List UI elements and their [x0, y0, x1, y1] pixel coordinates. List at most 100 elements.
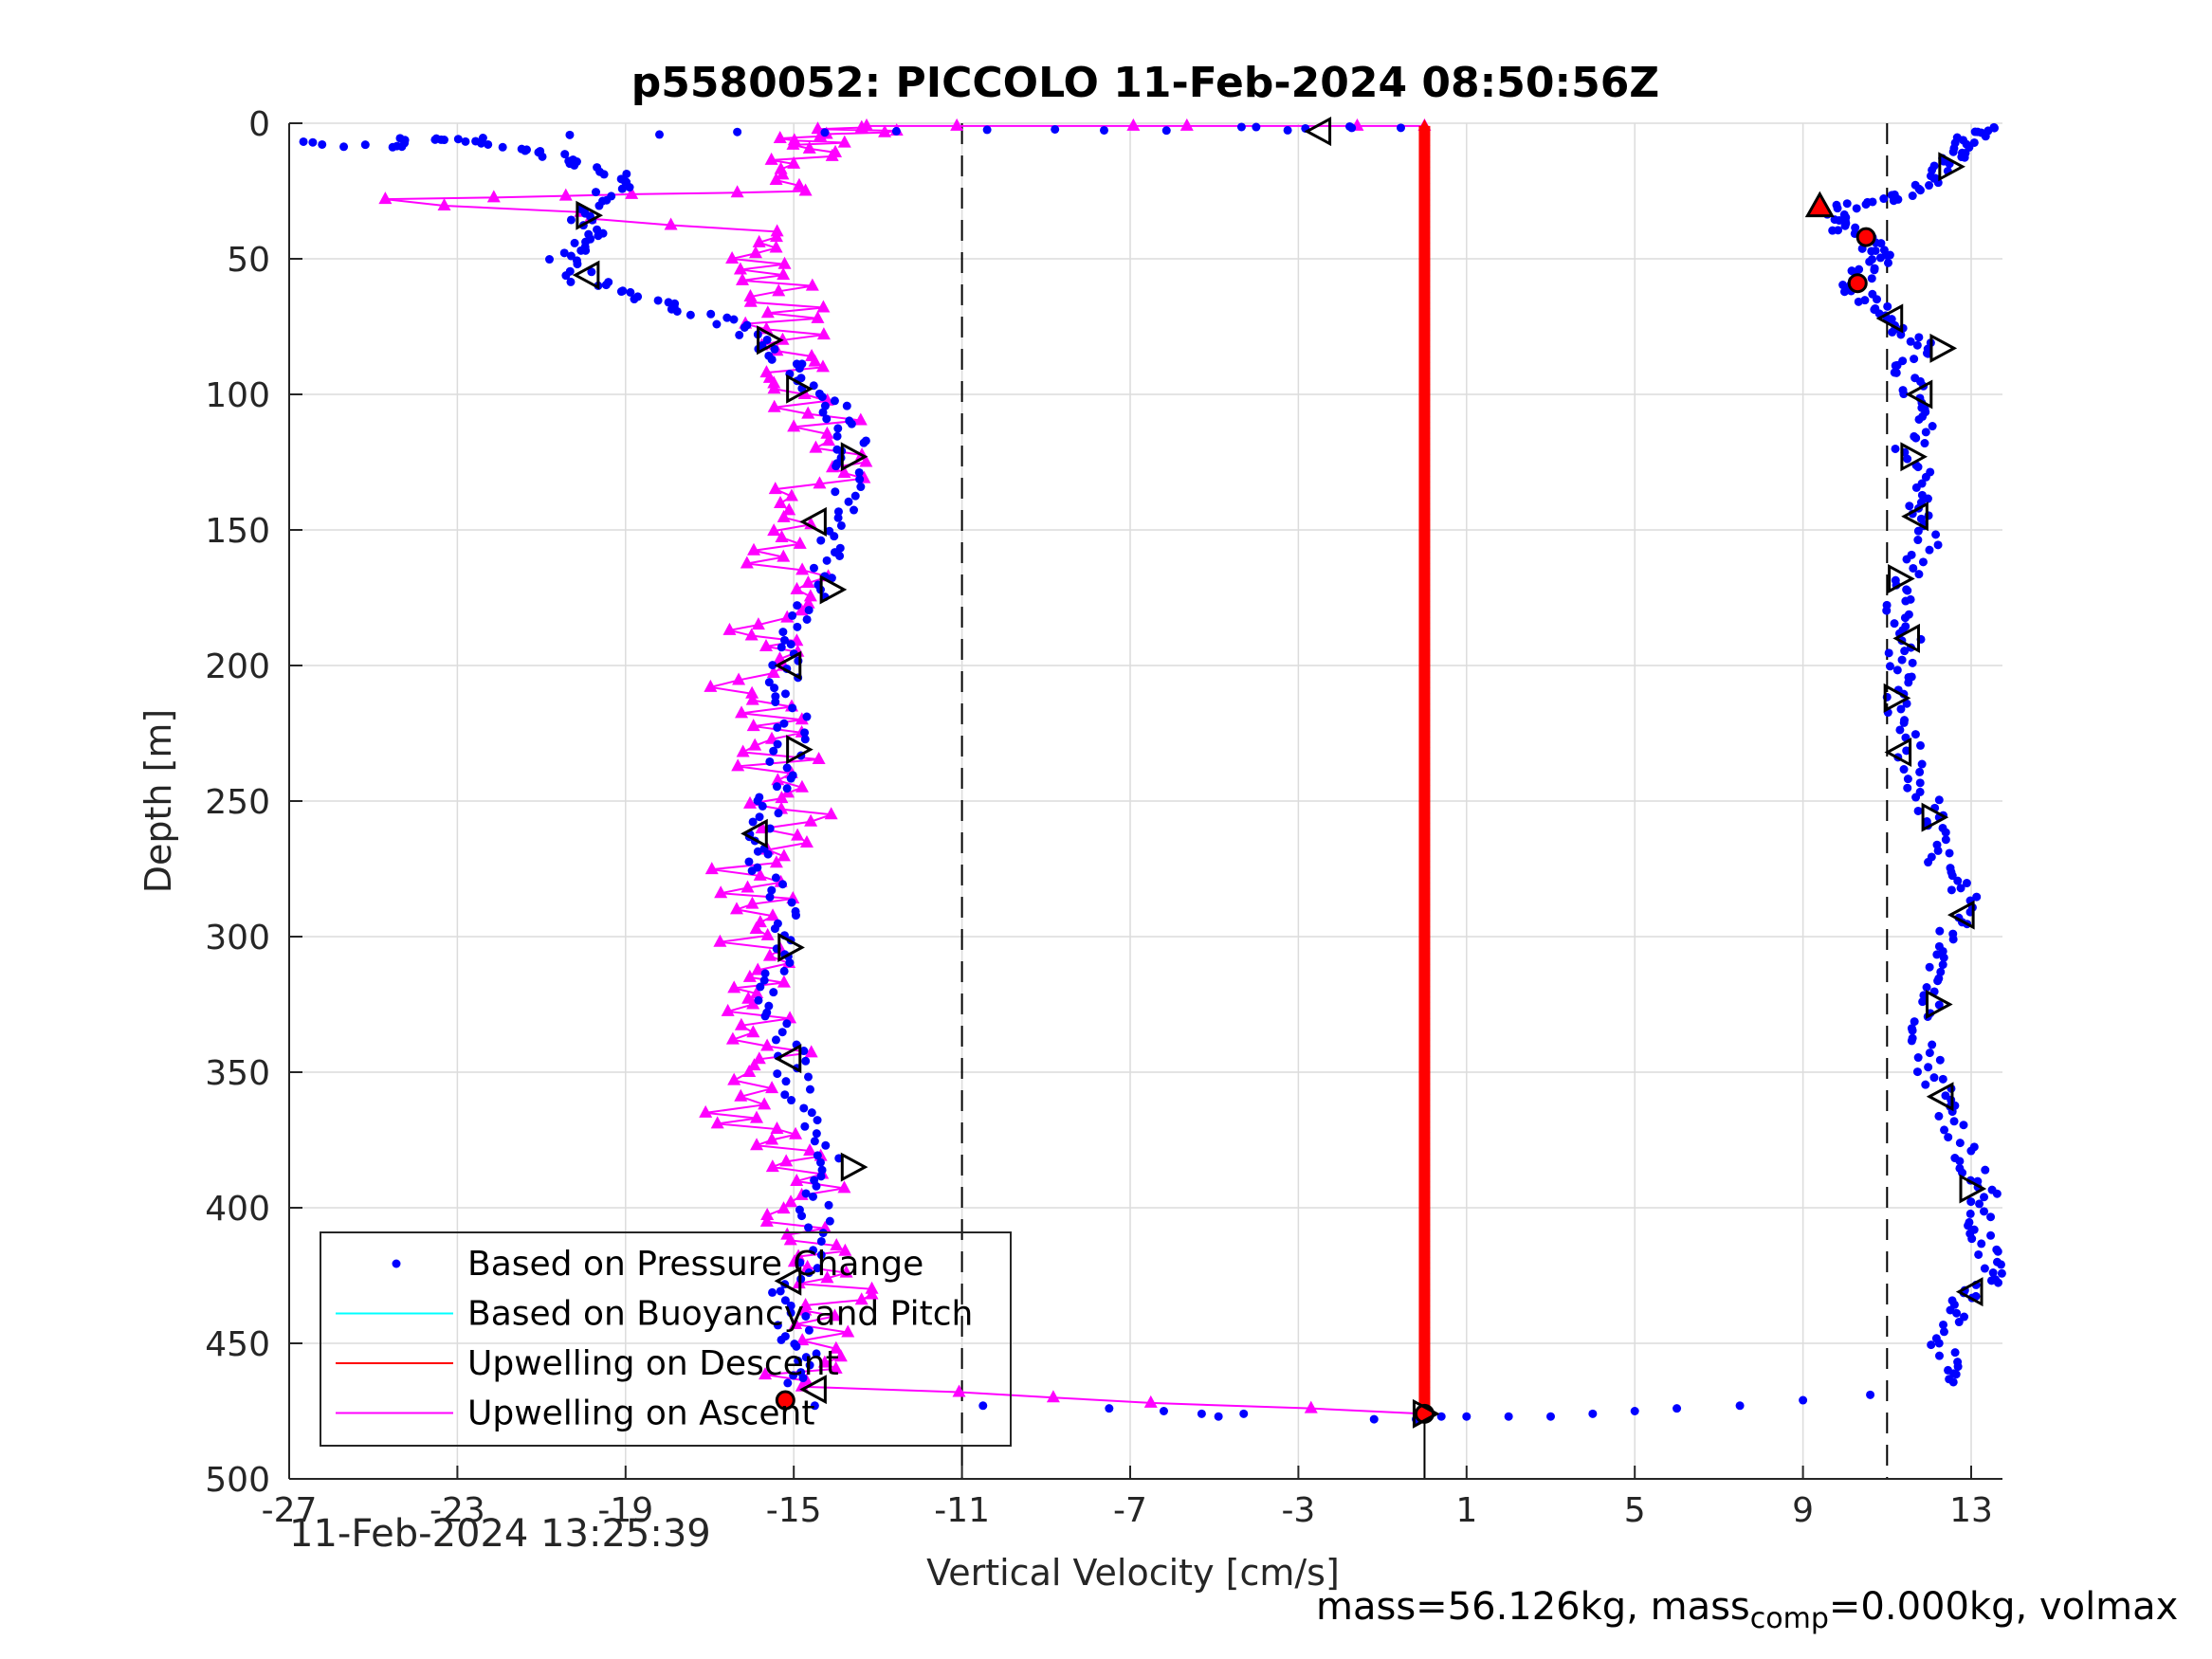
upwelling-descent-point — [1418, 1041, 1431, 1052]
upwelling-descent-point — [1418, 1013, 1431, 1025]
pressure-change-point — [686, 310, 695, 319]
direction-marker — [1905, 379, 1933, 410]
upwelling-ascent-point — [817, 1355, 832, 1368]
pressure-change-point — [816, 1250, 826, 1260]
upwelling-ascent-point — [767, 399, 781, 412]
upwelling-descent-point — [1418, 629, 1431, 640]
upwelling-ascent-point — [759, 1213, 774, 1227]
upwelling-ascent-point — [750, 986, 764, 999]
pressure-change-point — [773, 1321, 782, 1330]
pressure-change-point — [754, 995, 763, 1005]
upwelling-ascent-point — [753, 867, 767, 881]
direction-marker — [1959, 1174, 1987, 1204]
pressure-change-point — [800, 1121, 810, 1131]
pressure-change-point — [360, 140, 370, 150]
upwelling-ascent-point — [732, 672, 746, 685]
pressure-change-point — [780, 1296, 790, 1305]
pressure-change-point — [1916, 740, 1926, 750]
pressure-change-point — [820, 401, 830, 410]
upwelling-ascent-point — [1304, 1400, 1318, 1413]
direction-marker — [1921, 802, 1949, 832]
pressure-change-point — [1947, 871, 1957, 881]
upwelling-descent-point — [1418, 872, 1431, 884]
upwelling-ascent-point — [750, 1110, 764, 1123]
upwelling-descent-point — [1418, 465, 1431, 477]
upwelling-descent-point — [1418, 1225, 1431, 1236]
pressure-change-point — [1879, 194, 1889, 204]
pressure-change-point — [664, 298, 673, 307]
pressure-change-point — [1902, 555, 1911, 564]
y-tick-label: 50 — [227, 241, 270, 280]
upwelling-ascent-point — [792, 1249, 806, 1262]
pressure-change-point — [804, 1223, 814, 1232]
pressure-change-point — [1934, 1339, 1944, 1348]
pressure-change-point — [1673, 1404, 1682, 1413]
upwelling-ascent-point — [777, 509, 791, 522]
upwelling-descent-point — [1418, 553, 1431, 564]
pressure-change-point — [722, 313, 732, 322]
upwelling-descent-point — [1418, 1366, 1431, 1377]
upwelling-ascent-point — [787, 133, 801, 146]
upwelling-descent-point — [1418, 824, 1431, 835]
upwelling-descent-point — [1418, 1025, 1431, 1036]
upwelling-ascent-point — [815, 359, 830, 373]
upwelling-ascent-point — [752, 234, 766, 247]
pressure-change-point — [780, 1332, 790, 1341]
pressure-change-point — [1504, 1412, 1513, 1421]
upwelling-descent-point — [1418, 672, 1431, 684]
upwelling-ascent-point — [809, 440, 823, 453]
upwelling-descent-point — [1418, 379, 1431, 391]
pressure-change-point — [1903, 454, 1912, 464]
upwelling-ascent-point — [735, 272, 749, 285]
pressure-change-point — [800, 735, 810, 744]
upwelling-descent-point — [1418, 1306, 1431, 1318]
upwelling-descent-point — [1418, 830, 1431, 841]
upwelling-ascent-point — [748, 738, 762, 751]
upwelling-descent-point — [1418, 1046, 1431, 1057]
pressure-change-point — [791, 906, 800, 916]
upwelling-descent-point — [1418, 1279, 1431, 1290]
pressure-change-point — [1923, 494, 1932, 503]
upwelling-descent-point — [1418, 1241, 1431, 1252]
upwelling-ascent-point — [791, 828, 805, 841]
upwelling-descent-point — [1418, 1334, 1431, 1345]
pressure-change-point — [1252, 122, 1261, 132]
pressure-change-point — [786, 640, 795, 649]
upwelling-descent-point — [1418, 401, 1431, 412]
upwelling-descent-point — [1418, 222, 1431, 233]
pressure-change-point — [1436, 1412, 1446, 1421]
upwelling-ascent-point — [798, 1297, 813, 1310]
pressure-change-point — [1913, 536, 1923, 545]
pressure-change-point — [810, 1137, 819, 1146]
x-tick-label: -27 — [262, 1491, 318, 1530]
upwelling-descent-point — [1418, 1187, 1431, 1198]
upwelling-descent-point — [1418, 1117, 1431, 1128]
upwelling-ascent-point — [727, 1072, 741, 1085]
pressure-change-point — [544, 255, 554, 264]
pressure-change-point — [1870, 265, 1879, 275]
pressure-change-point — [1912, 340, 1922, 350]
upwelling-descent-point — [1418, 916, 1431, 927]
upwelling-ascent-point — [804, 813, 818, 827]
legend-box — [320, 1231, 1012, 1447]
pressure-change-point — [765, 892, 775, 902]
highlight-marker — [1804, 191, 1835, 218]
marker-layer — [572, 117, 1987, 1429]
upwelling-descent-point — [1418, 130, 1431, 141]
footer-mass-suffix: =0.000kg, volmax — [1828, 1585, 2179, 1629]
pressure-change-point — [856, 483, 866, 492]
upwelling-descent-point — [1418, 623, 1431, 634]
upwelling-ascent-point — [725, 1031, 740, 1045]
upwelling-ascent-point — [816, 300, 831, 313]
pressure-change-point — [439, 136, 448, 145]
pressure-change-point — [1993, 1278, 2002, 1287]
upwelling-ascent-point — [793, 536, 807, 549]
upwelling-descent-point — [1418, 802, 1431, 813]
pressure-change-point — [801, 1311, 811, 1321]
upwelling-ascent-point — [486, 190, 501, 203]
upwelling-ascent-point — [865, 1281, 879, 1294]
pressure-change-point — [1903, 586, 1912, 595]
reference-lines — [960, 123, 1889, 1479]
upwelling-descent-point — [1418, 585, 1431, 596]
upwelling-ascent-point — [829, 144, 843, 157]
